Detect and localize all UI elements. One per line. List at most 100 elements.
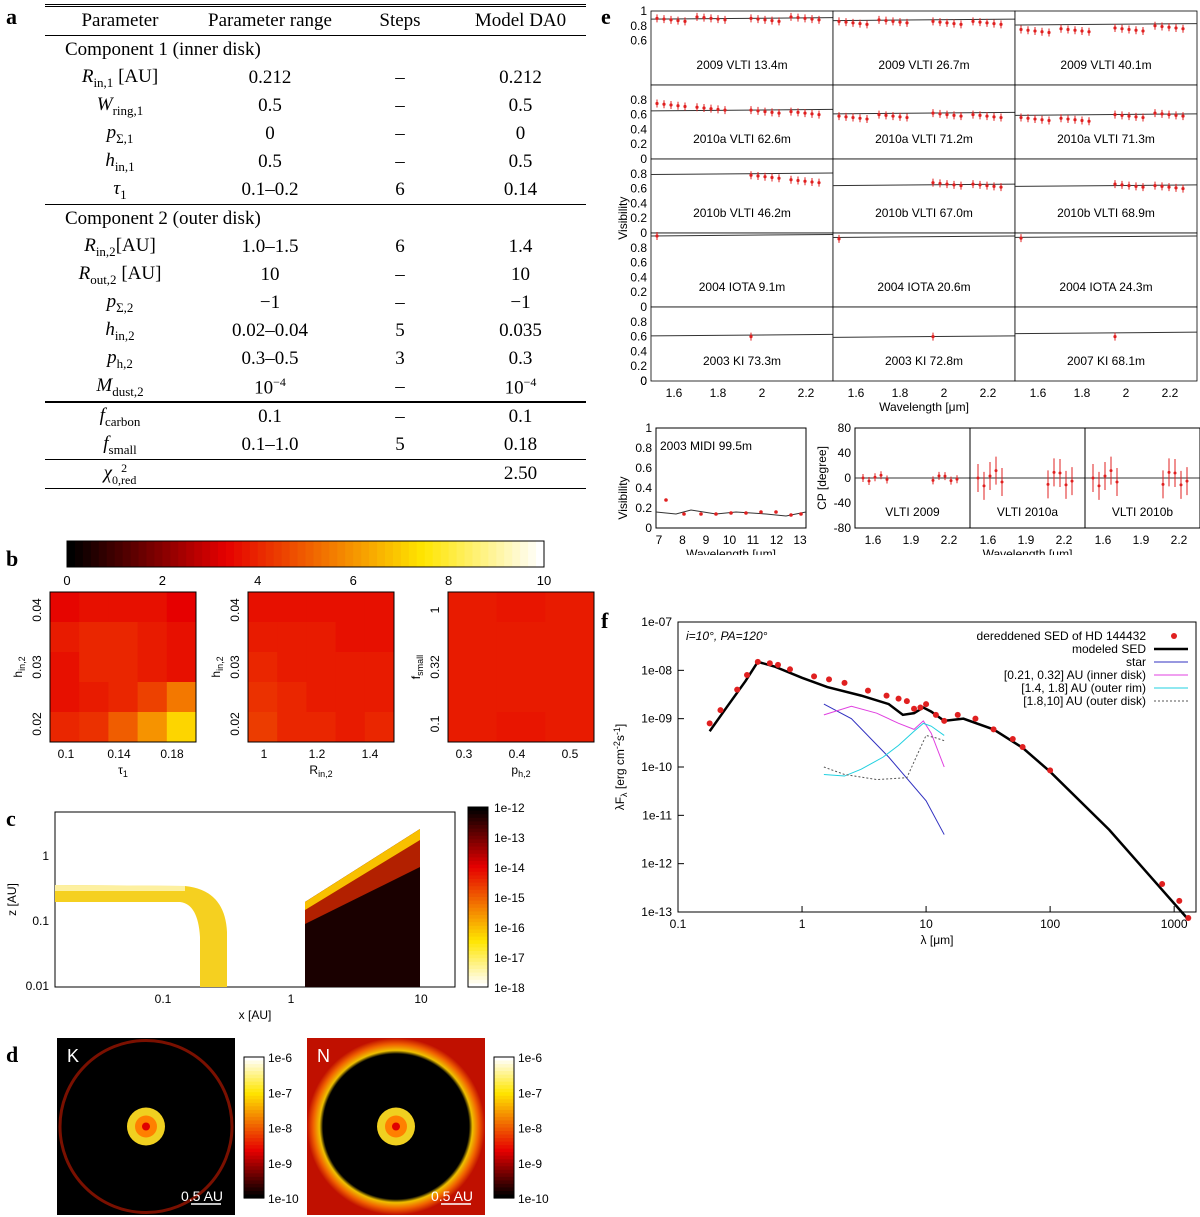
data-point: [858, 21, 862, 26]
panel-letter-e: e: [601, 4, 611, 29]
param-subscript: Σ,1: [116, 130, 134, 146]
model-line: [650, 17, 834, 20]
y-tick-label: 0.6: [635, 461, 652, 475]
subplot-label: 2004 IOTA 20.6m: [877, 280, 970, 294]
table-row: fcarbon 0.1 – 0.1: [45, 403, 586, 431]
x-tick-label: 2.2: [1056, 533, 1073, 547]
param-range: 0.1: [258, 406, 282, 427]
chi2-cell: [108, 682, 139, 713]
data-point: [978, 183, 982, 187]
model-line: [650, 172, 834, 176]
panel-c-density-map: 0.1 1 10 0.01 0.1 1 x [AU] z [AU] 1e-12 1e-13 1e-1…: [5, 801, 525, 1022]
data-point: [971, 182, 975, 186]
param-model-value: 0.212: [499, 67, 542, 88]
colorbar-tick-label: 1e-7: [518, 1086, 542, 1100]
y-tick-label: 0.02: [228, 712, 242, 736]
colorbar-segment: [468, 954, 488, 959]
x-tick-label: 1.9: [1018, 533, 1035, 547]
param-model-value: 0.14: [503, 179, 538, 200]
colorbar-segment: [468, 983, 488, 988]
colorbar-segment: [244, 1187, 264, 1192]
chi2-cell: [448, 622, 498, 653]
table-row: Wring,1 0.5 – 0.5: [45, 92, 586, 120]
data-point: [1153, 111, 1157, 115]
data-point: [1127, 114, 1131, 118]
component-curve: [823, 705, 945, 768]
colorbar-segment: [504, 541, 513, 567]
y-axis-label: Visibility: [616, 476, 630, 519]
data-point: [985, 114, 989, 118]
chi2-cell: [277, 652, 307, 683]
colorbar-segment: [337, 541, 346, 567]
y-tick-label: 0.03: [30, 655, 44, 679]
colorbar-tick-label: 0: [63, 573, 70, 588]
colorbar-segment: [244, 1064, 264, 1069]
colorbar-segment: [494, 1169, 514, 1174]
param-symbol: p: [107, 346, 117, 368]
plot-frame: [677, 621, 1197, 913]
chi2-map: 0.1 0.32 1 0.3 0.4 0.5 fsmall ph,2: [409, 591, 595, 779]
param-steps: 6: [395, 179, 405, 200]
chi2-cell: [545, 682, 595, 713]
cp-data-point: [1058, 471, 1062, 475]
cp-data-point: [943, 474, 947, 478]
table-header-row: Parameter Parameter range Steps Model DA…: [45, 7, 586, 35]
y-tick-label: 0.32: [428, 655, 442, 679]
param-steps: –: [395, 151, 405, 172]
colorbar-segment: [244, 1176, 264, 1181]
y-tick-label: 0.6: [630, 108, 647, 122]
data-point: [1174, 26, 1178, 30]
x-tick-label: 1000: [1161, 917, 1188, 931]
y-tick-label: 0.6: [630, 182, 647, 196]
data-point: [655, 16, 659, 20]
colorbar-segment: [244, 1092, 264, 1097]
subplot-label: 2004 IOTA 24.3m: [1059, 280, 1152, 294]
colorbar-segment: [244, 1099, 264, 1104]
chi2-cell: [248, 622, 278, 653]
cp-data-point: [867, 479, 871, 483]
colorbar-tick-label: 1e-15: [494, 891, 525, 905]
colorbar-tick-label: 1e-10: [518, 1192, 549, 1206]
colorbar-segment: [329, 541, 338, 567]
colorbar-segment: [468, 875, 488, 880]
subplot-frame: [832, 84, 1016, 160]
table-row: ph,2 0.3–0.5 3 0.3: [45, 345, 586, 373]
colorbar-segment: [494, 1127, 514, 1132]
chi2-cell: [50, 622, 80, 653]
sed-data-point: [744, 672, 751, 679]
x-tick-label: 2.2: [1171, 533, 1188, 547]
cp-data-point: [1167, 470, 1171, 474]
cp-data-point: [1103, 474, 1107, 478]
sed-data-point: [1176, 897, 1183, 904]
cp-data-point: [976, 476, 980, 480]
x-tick-label: 1.6: [980, 533, 997, 547]
colorbar-segment: [244, 1113, 264, 1118]
y-tick-label: 0.4: [635, 481, 652, 495]
x-axis-label: Wavelength [μm]: [879, 400, 969, 414]
data-point: [763, 18, 767, 22]
chi2-cell: [166, 682, 197, 713]
model-line: [1014, 113, 1198, 116]
data-point: [810, 17, 814, 21]
y-tick-label: 0.8: [630, 19, 647, 33]
colorbar-segment: [244, 1085, 264, 1090]
colorbar-segment: [244, 1123, 264, 1129]
cp-data-point: [982, 484, 986, 488]
chi2-cell: [50, 712, 80, 743]
sed-data-point: [883, 692, 890, 699]
data-point: [1141, 185, 1145, 189]
data-point: [844, 20, 848, 24]
colorbar-segment: [494, 1173, 514, 1178]
colorbar-segment: [494, 1148, 514, 1153]
model-exponent: −4: [523, 374, 537, 389]
colorbar-segment: [512, 541, 521, 567]
colorbar-segment: [456, 541, 466, 567]
cp-label: VLTI 2010a: [997, 505, 1058, 519]
data-point: [992, 115, 996, 119]
colorbar-tick-label: 1e-7: [268, 1086, 292, 1100]
param-steps: –: [395, 292, 405, 313]
sed-data-point: [787, 666, 794, 673]
data-point: [931, 335, 935, 339]
param-symbol: f: [103, 432, 109, 454]
colorbar-segment: [82, 541, 92, 567]
